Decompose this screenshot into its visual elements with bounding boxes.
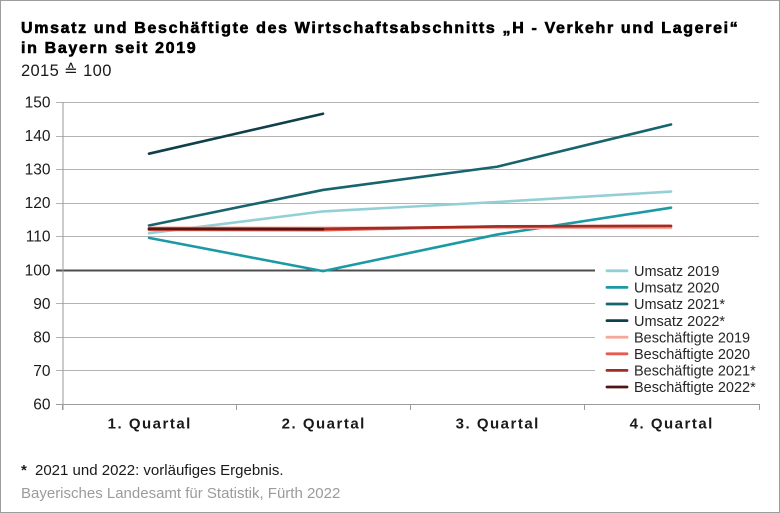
chart-title-line2: in Bayern seit 2019 [21,40,198,58]
legend-label-1: Umsatz 2019 [634,264,719,280]
legend-label-5: Beschäftigte 2019 [634,330,750,346]
legend-label-6: Beschäftigte 2020 [634,347,750,363]
y-tick-label-110: 110 [26,229,51,246]
legend-label-2: Umsatz 2020 [634,281,719,297]
series-line-2 [147,206,673,273]
legend-label-8: Beschäftigte 2022* [634,380,756,396]
y-tick-label-100: 100 [25,262,51,279]
series-line-4 [147,112,325,155]
y-tick-label-150: 150 [25,95,51,112]
x-tick-label-4: 4. Quartal [630,415,714,432]
x-tick-label-2: 2. Quartal [282,415,366,432]
footnote-text: 2021 und 2022: vorläufiges Ergebnis. [35,461,284,479]
chart-subtitle: 2015 ≙ 100 [21,61,112,80]
chart-footnote: * 2021 und 2022: vorläufiges Ergebnis. [21,463,284,478]
y-tick-label-80: 80 [33,329,51,346]
series-line-3 [147,123,673,227]
y-tick-label-60: 60 [33,397,51,414]
y-tick-label-130: 130 [25,162,51,179]
chart-title-line1: Umsatz und Beschäftigte des Wirtschaftsa… [21,20,740,38]
x-tick-label-1: 1. Quartal [108,415,192,432]
legend-label-3: Umsatz 2021* [634,297,725,313]
chart-title: Umsatz und Beschäftigte des Wirtschaftsa… [21,19,771,59]
y-tick-label-90: 90 [33,296,51,313]
y-tick-label-120: 120 [25,195,51,212]
legend-label-7: Beschäftigte 2021* [634,364,756,380]
y-tick-label-140: 140 [25,128,51,145]
legend-label-4: Umsatz 2022* [634,314,725,330]
series-line-1 [147,190,673,235]
x-tick-label-3: 3. Quartal [456,415,540,432]
y-tick-label-70: 70 [33,363,51,380]
footnote-marker: * [21,461,27,479]
chart-source: Bayerisches Landesamt für Statistik, Für… [21,484,341,502]
